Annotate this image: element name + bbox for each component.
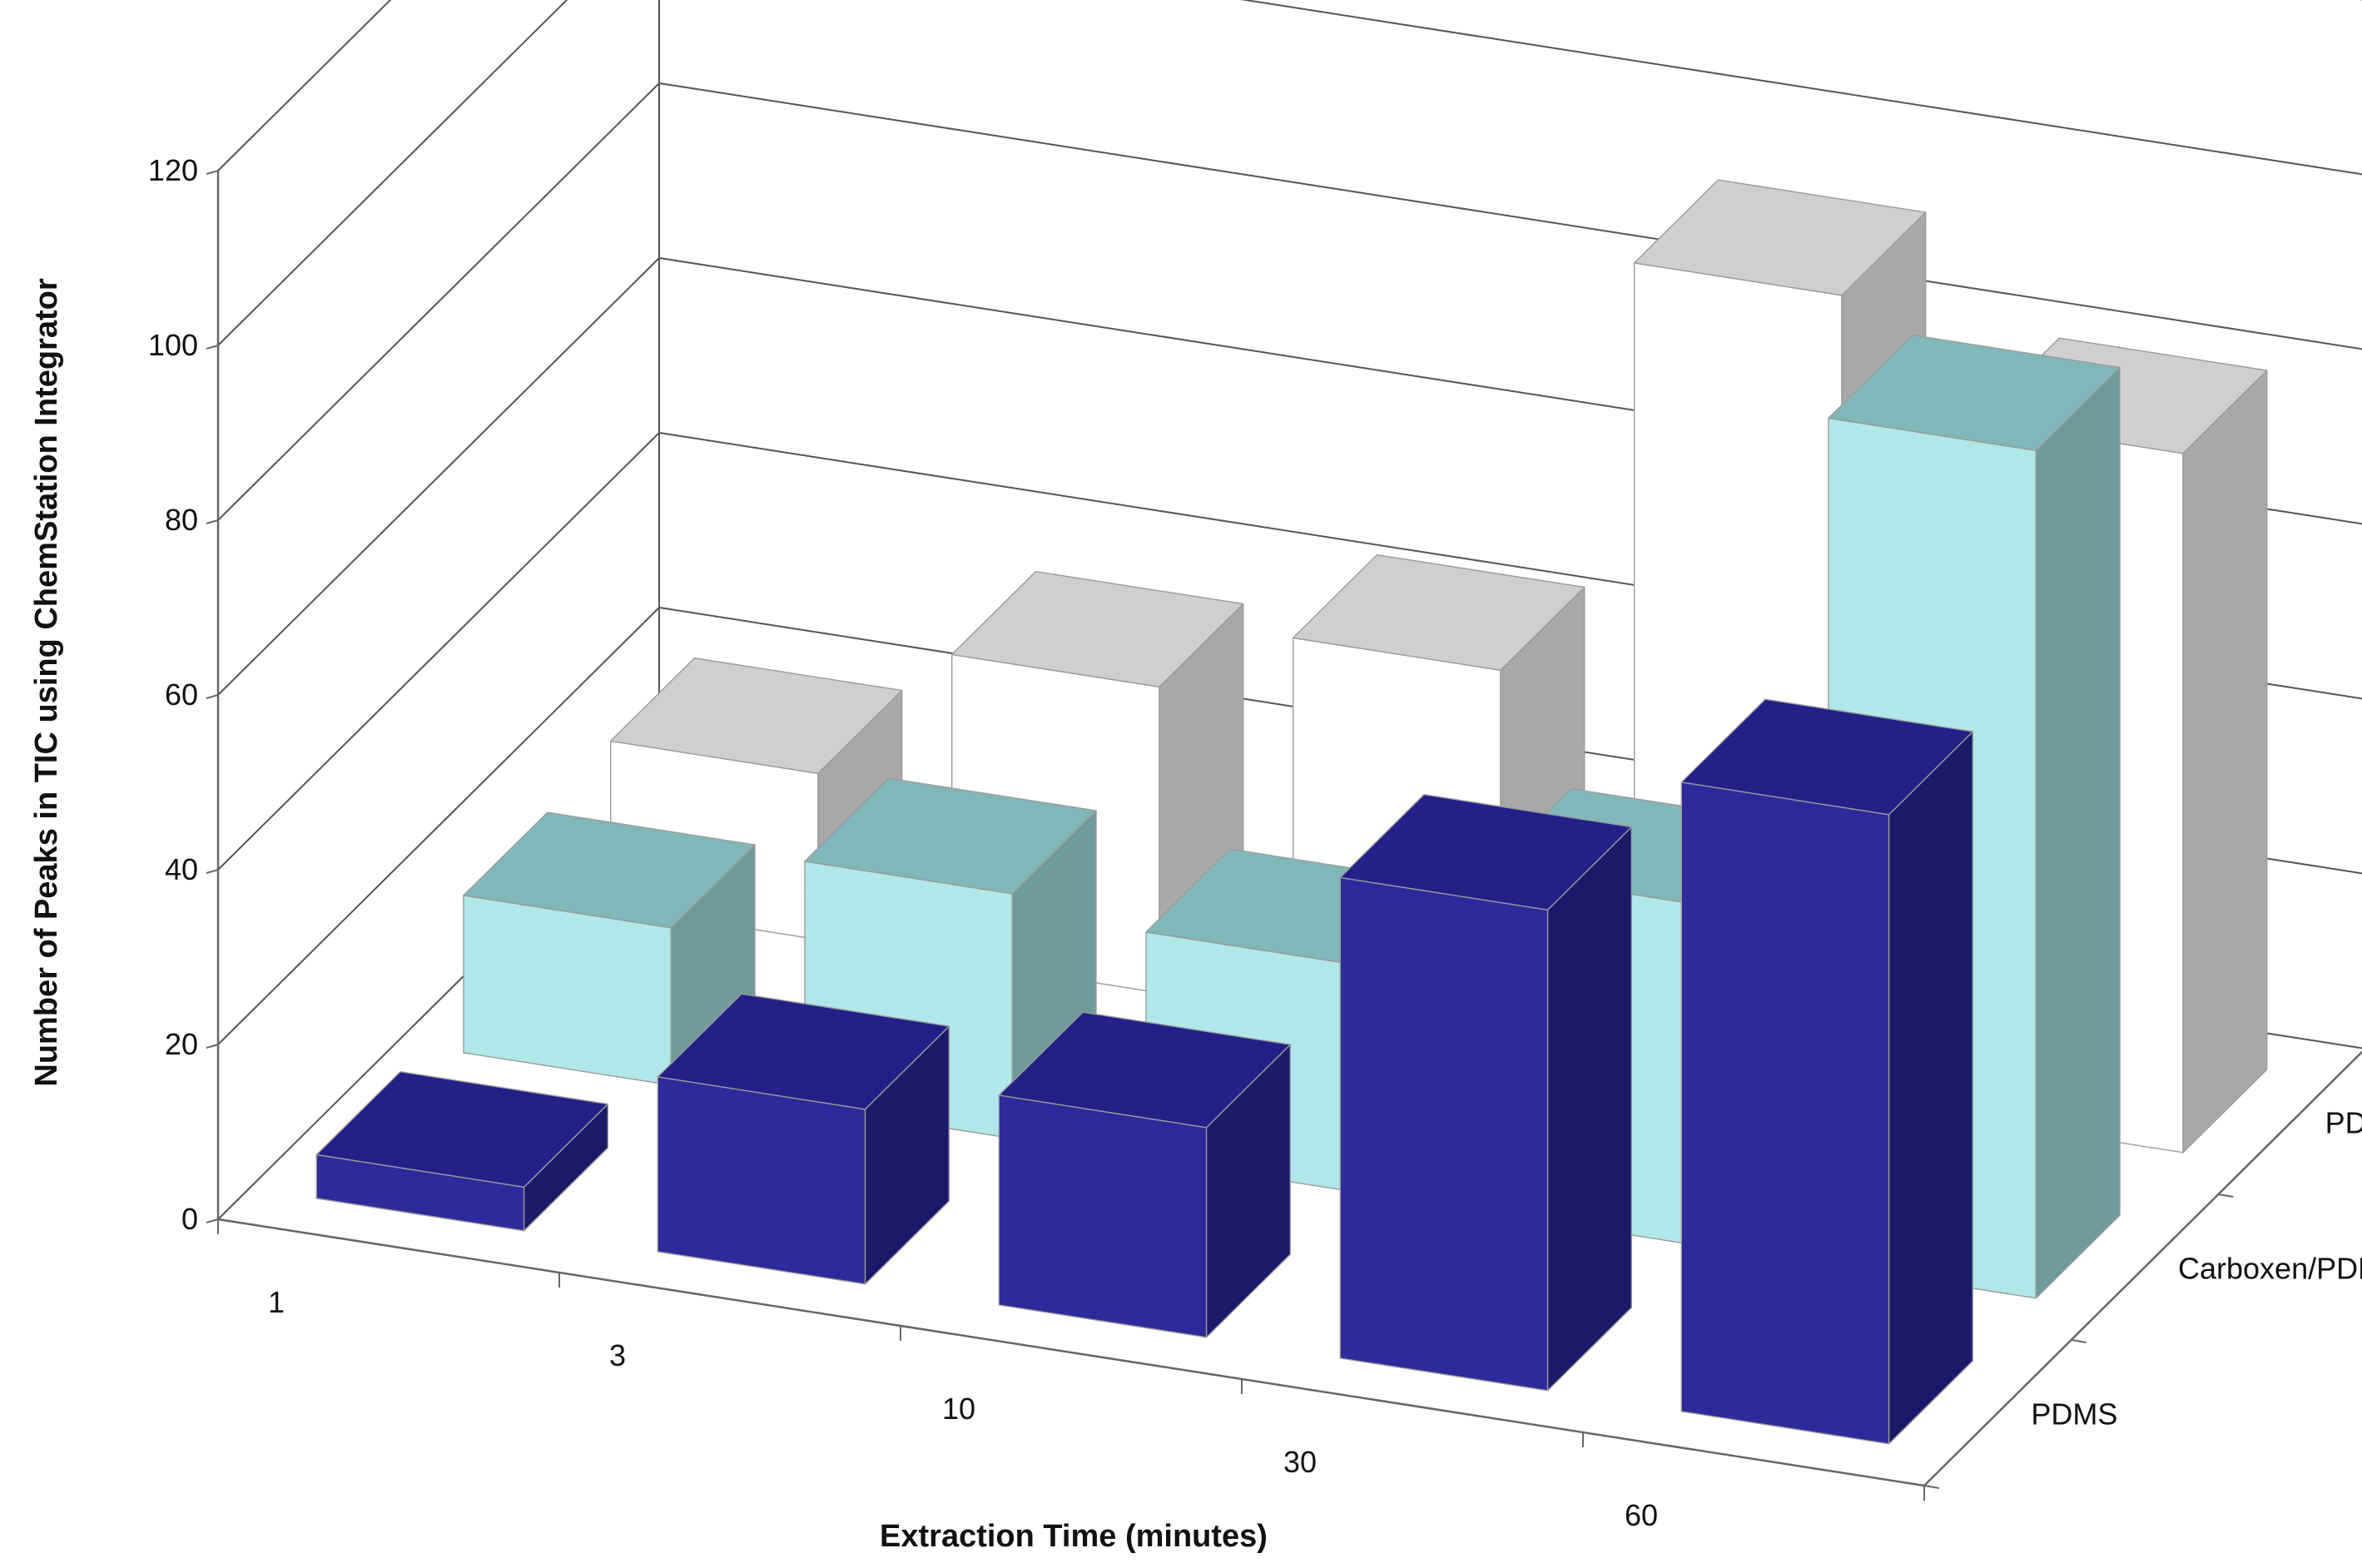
z-tick-mark: [2071, 1339, 2087, 1343]
bar-side: [1546, 826, 1633, 1392]
bar-top: [1633, 179, 1927, 296]
bar-PDMS-3: [657, 993, 950, 1285]
bar-top: [1292, 554, 1585, 671]
z-label-1: Carboxen/PDMS: [2178, 1252, 2362, 1286]
bar-top: [804, 777, 1097, 895]
y-tick-mark: [206, 519, 219, 524]
bar-top: [610, 657, 903, 774]
bar-front: [1339, 876, 1549, 1392]
y-tick-mark: [206, 869, 219, 874]
y-tick-mark: [206, 1218, 219, 1223]
y-tick-label-60: 60: [165, 677, 198, 712]
bar-Carboxen/PDMS-1: [463, 811, 756, 1086]
chart-bars: [315, 179, 2268, 1445]
x-axis-line: [217, 1218, 1925, 1487]
chart-axes: [206, 0, 2362, 1501]
z-label-2: PDMS/DVB: [2325, 1106, 2362, 1140]
y-tick-label-120: 120: [148, 153, 198, 187]
bar-front: [463, 895, 672, 1086]
bar-PDMS-30: [1339, 794, 1633, 1392]
x-tick-label-10: 10: [942, 1392, 975, 1426]
gridline-120: [217, 0, 2362, 171]
z-label-0: PDMS: [2031, 1397, 2117, 1432]
bar-top: [1339, 794, 1633, 911]
z-tick-mark: [2218, 1193, 2234, 1198]
y-tick-label-0: 0: [181, 1202, 198, 1236]
y-tick-mark: [206, 1044, 219, 1049]
bar-top: [950, 571, 1244, 687]
z-tick-mark: [1923, 1485, 1940, 1489]
x-tick-label-30: 30: [1283, 1445, 1317, 1479]
y-tick-label-100: 100: [148, 328, 198, 362]
bar-front: [1680, 782, 1890, 1445]
y-tick-mark: [206, 345, 219, 350]
bar-side: [1888, 731, 1974, 1445]
y-axis-title: Number of Peaks in TIC using ChemStation…: [29, 278, 64, 1086]
bar-top: [463, 811, 756, 929]
x-tick-label-1: 1: [268, 1285, 285, 1319]
bar-front: [998, 1094, 1208, 1338]
y-tick-mark: [206, 170, 219, 175]
gridline-100: [217, 0, 2362, 346]
bar-side: [2182, 370, 2268, 1154]
bar-front: [657, 1076, 866, 1285]
bar-top: [1680, 698, 1974, 816]
z-axis-line: [1923, 1050, 2362, 1486]
x-tick-label-3: 3: [609, 1338, 626, 1372]
bar-top: [998, 1011, 1292, 1129]
y-tick-mark: [206, 694, 219, 699]
bar-PDMS-10: [998, 1011, 1292, 1338]
x-tick-label-60: 60: [1625, 1498, 1658, 1532]
y-tick-label-20: 20: [165, 1027, 198, 1061]
y-tick-label-80: 80: [165, 503, 198, 537]
y-tick-label-40: 40: [165, 852, 198, 886]
bar-side: [2035, 366, 2121, 1299]
bar-PDMS-1: [315, 1070, 608, 1232]
x-axis-title: Extraction Time (minutes): [880, 1519, 1268, 1554]
bar-top: [1828, 335, 2121, 451]
bar-top: [315, 1070, 608, 1188]
chart-labels: 0 20 40 60 80 100 120 1 3 10 30 60 PDMS Carboxen/PDMS…: [148, 153, 2362, 1532]
bar-PDMS-60: [1680, 698, 1974, 1445]
bar-top: [657, 993, 950, 1110]
